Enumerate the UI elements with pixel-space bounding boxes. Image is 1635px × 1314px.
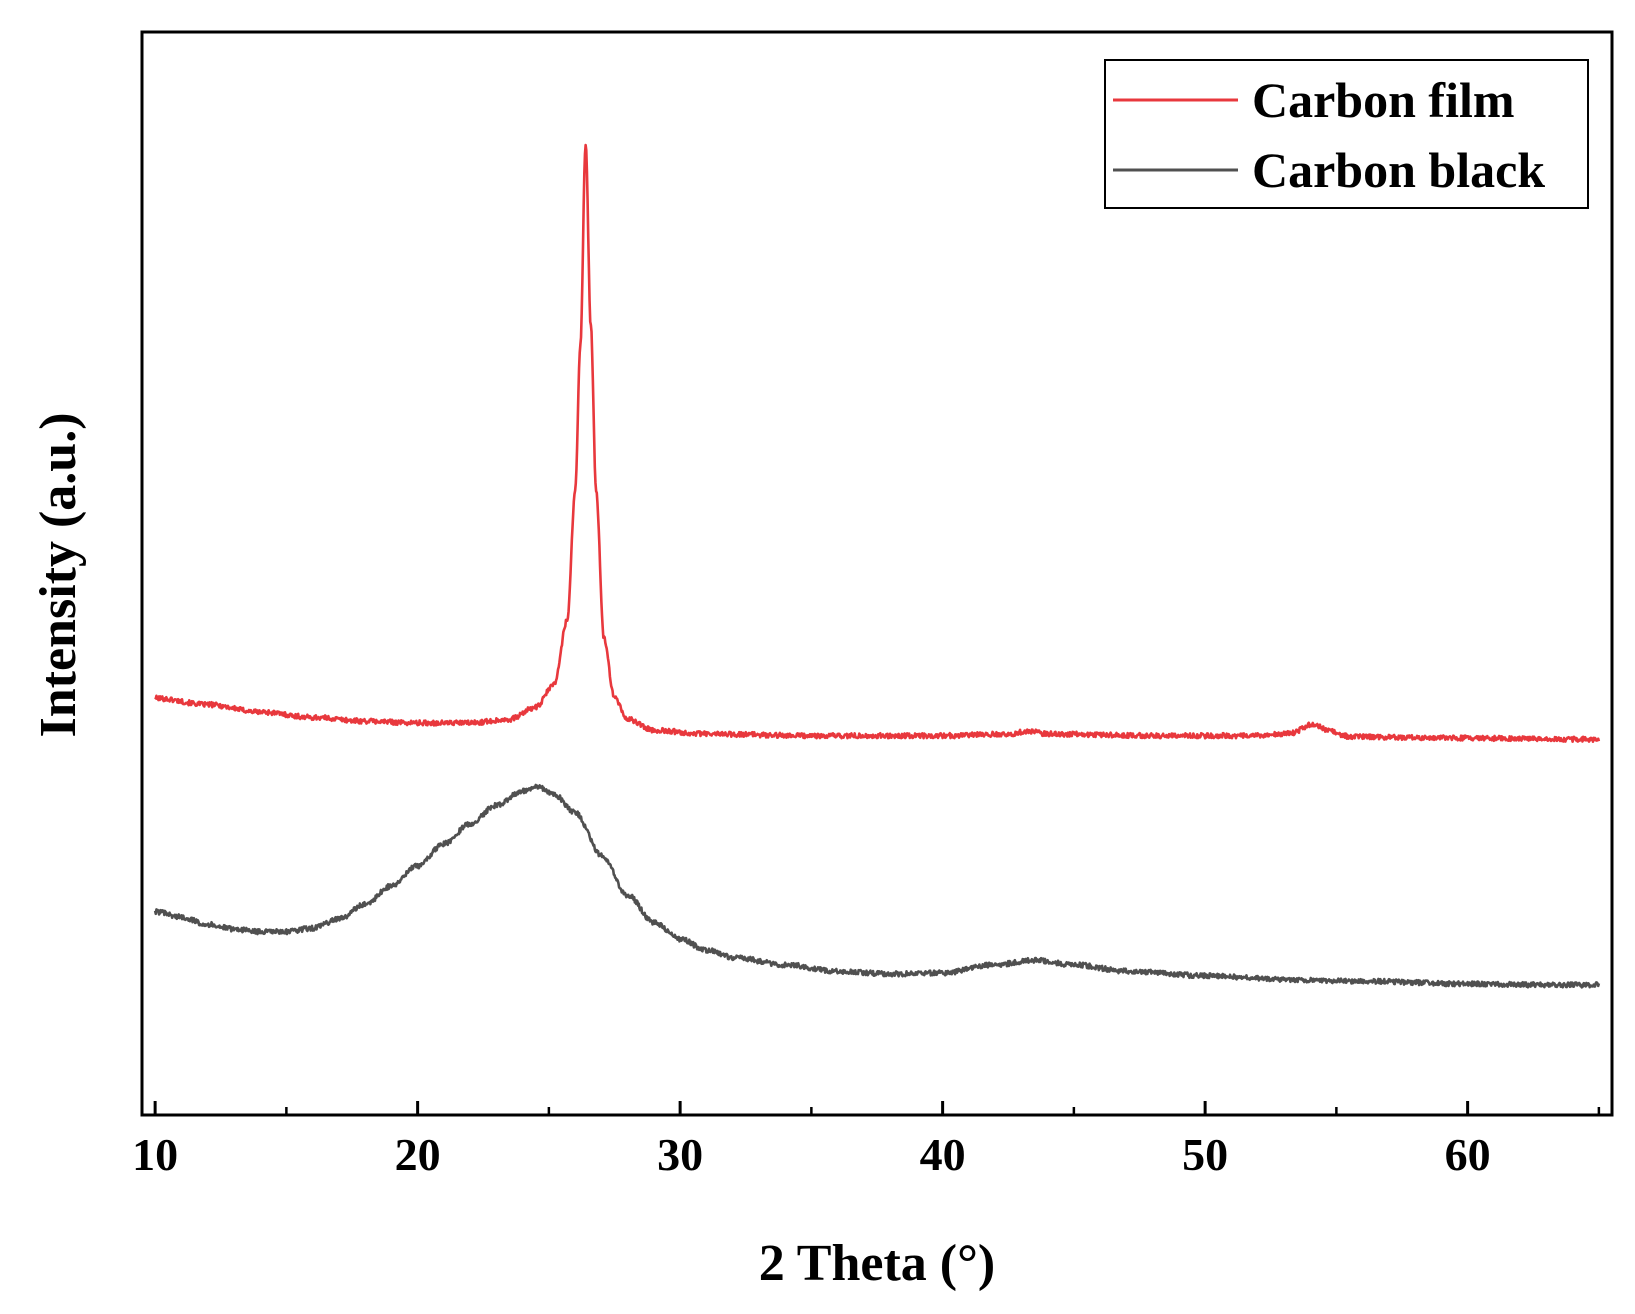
x-tick-label: 50 — [1182, 1129, 1228, 1180]
plot-frame — [140, 30, 1614, 1117]
x-tick-label: 20 — [395, 1129, 441, 1180]
x-tick-label: 30 — [657, 1129, 703, 1180]
legend-label-carbon-film: Carbon film — [1252, 72, 1515, 128]
series-line-carbon-film — [154, 143, 1601, 743]
legend: Carbon film Carbon black — [1104, 59, 1589, 209]
x-tick-label: 40 — [920, 1129, 966, 1180]
x-tick-label: 10 — [132, 1129, 178, 1180]
series-line-carbon-black — [153, 783, 1601, 989]
legend-label-carbon-black: Carbon black — [1252, 142, 1545, 198]
legend-box — [1104, 59, 1589, 209]
x-tick-label: 60 — [1445, 1129, 1491, 1180]
x-axis-title: 2 Theta (°) — [759, 1235, 996, 1292]
series-layer — [153, 143, 1601, 989]
x-axis-ticks: 10 20 30 40 50 60 — [132, 1101, 1601, 1180]
y-axis-title: Intensity (a.u.) — [30, 412, 87, 737]
